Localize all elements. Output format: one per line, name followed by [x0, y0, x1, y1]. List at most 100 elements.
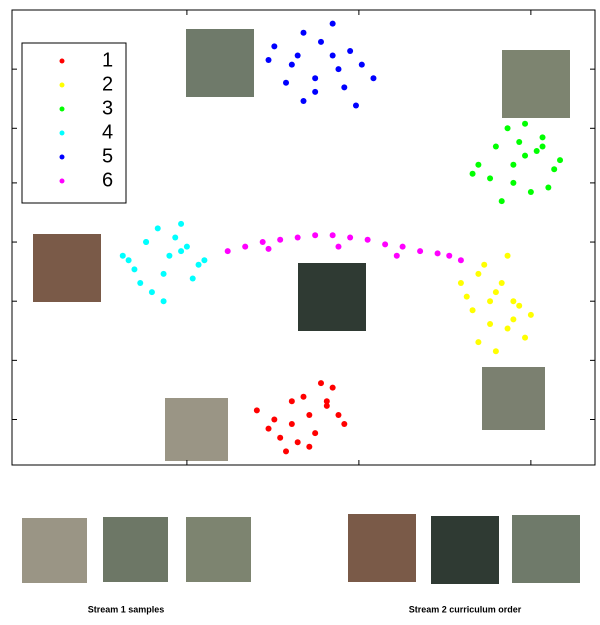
point — [277, 435, 283, 441]
thumbnail — [348, 514, 416, 582]
point — [306, 444, 312, 450]
legend-label: 6 — [102, 169, 113, 191]
point — [277, 237, 283, 243]
thumbnail — [298, 263, 366, 331]
point — [522, 335, 528, 341]
thumbnail — [103, 517, 168, 582]
point — [126, 257, 132, 263]
point — [470, 307, 476, 313]
point — [505, 253, 511, 259]
point — [347, 235, 353, 241]
point — [510, 316, 516, 322]
point — [400, 244, 406, 250]
point — [271, 417, 277, 423]
point — [540, 134, 546, 140]
point — [289, 421, 295, 427]
point — [190, 275, 196, 281]
point — [324, 398, 330, 404]
point — [266, 57, 272, 63]
point — [522, 153, 528, 159]
point — [417, 248, 423, 254]
point — [120, 253, 126, 259]
point — [166, 253, 172, 259]
point — [330, 21, 336, 27]
point — [534, 148, 540, 154]
point — [295, 53, 301, 59]
point — [370, 75, 376, 81]
caption: Stream 1 samples — [88, 604, 165, 614]
point — [178, 248, 184, 254]
point — [551, 166, 557, 172]
point — [516, 139, 522, 145]
point — [510, 298, 516, 304]
point — [318, 380, 324, 386]
caption: Stream 2 curriculum order — [409, 604, 522, 614]
point — [242, 244, 248, 250]
point — [522, 121, 528, 127]
point — [161, 298, 167, 304]
point — [365, 237, 371, 243]
figure: Stream 1 samples Stream 2 curriculum ord… — [0, 0, 600, 620]
point — [289, 398, 295, 404]
point — [330, 232, 336, 238]
point — [283, 448, 289, 454]
point — [271, 43, 277, 49]
point — [353, 103, 359, 109]
point — [475, 162, 481, 168]
point — [266, 246, 272, 252]
point — [172, 235, 178, 241]
point — [481, 262, 487, 268]
point — [312, 232, 318, 238]
point — [301, 98, 307, 104]
legend-marker — [60, 131, 65, 136]
point — [341, 84, 347, 90]
point — [225, 248, 231, 254]
point — [382, 241, 388, 247]
point — [557, 157, 563, 163]
point — [306, 412, 312, 418]
thumbnail — [186, 29, 254, 97]
point — [347, 48, 353, 54]
point — [394, 253, 400, 259]
point — [295, 235, 301, 241]
thumbnail — [482, 367, 545, 430]
thumbnail — [33, 234, 101, 302]
thumbnail — [22, 518, 87, 583]
point — [137, 280, 143, 286]
point — [359, 62, 365, 68]
point — [487, 298, 493, 304]
thumbnail — [431, 516, 499, 584]
point — [475, 271, 481, 277]
point — [155, 225, 161, 231]
point — [464, 294, 470, 300]
point — [201, 257, 207, 263]
point — [335, 412, 341, 418]
point — [505, 326, 511, 332]
point — [510, 162, 516, 168]
point — [131, 266, 137, 272]
point — [493, 144, 499, 150]
point — [528, 312, 534, 318]
point — [266, 426, 272, 432]
point — [330, 53, 336, 59]
point — [260, 239, 266, 245]
point — [446, 253, 452, 259]
point — [470, 171, 476, 177]
point — [149, 289, 155, 295]
point — [499, 198, 505, 204]
point — [475, 339, 481, 345]
thumbnail — [502, 50, 570, 118]
legend-marker — [60, 155, 65, 160]
point — [493, 348, 499, 354]
point — [312, 75, 318, 81]
point — [330, 385, 336, 391]
point — [143, 239, 149, 245]
legend-marker — [60, 59, 65, 64]
point — [499, 280, 505, 286]
point — [289, 62, 295, 68]
point — [528, 189, 534, 195]
thumbnail — [165, 398, 228, 461]
point — [335, 66, 341, 72]
point — [435, 250, 441, 256]
point — [341, 421, 347, 427]
